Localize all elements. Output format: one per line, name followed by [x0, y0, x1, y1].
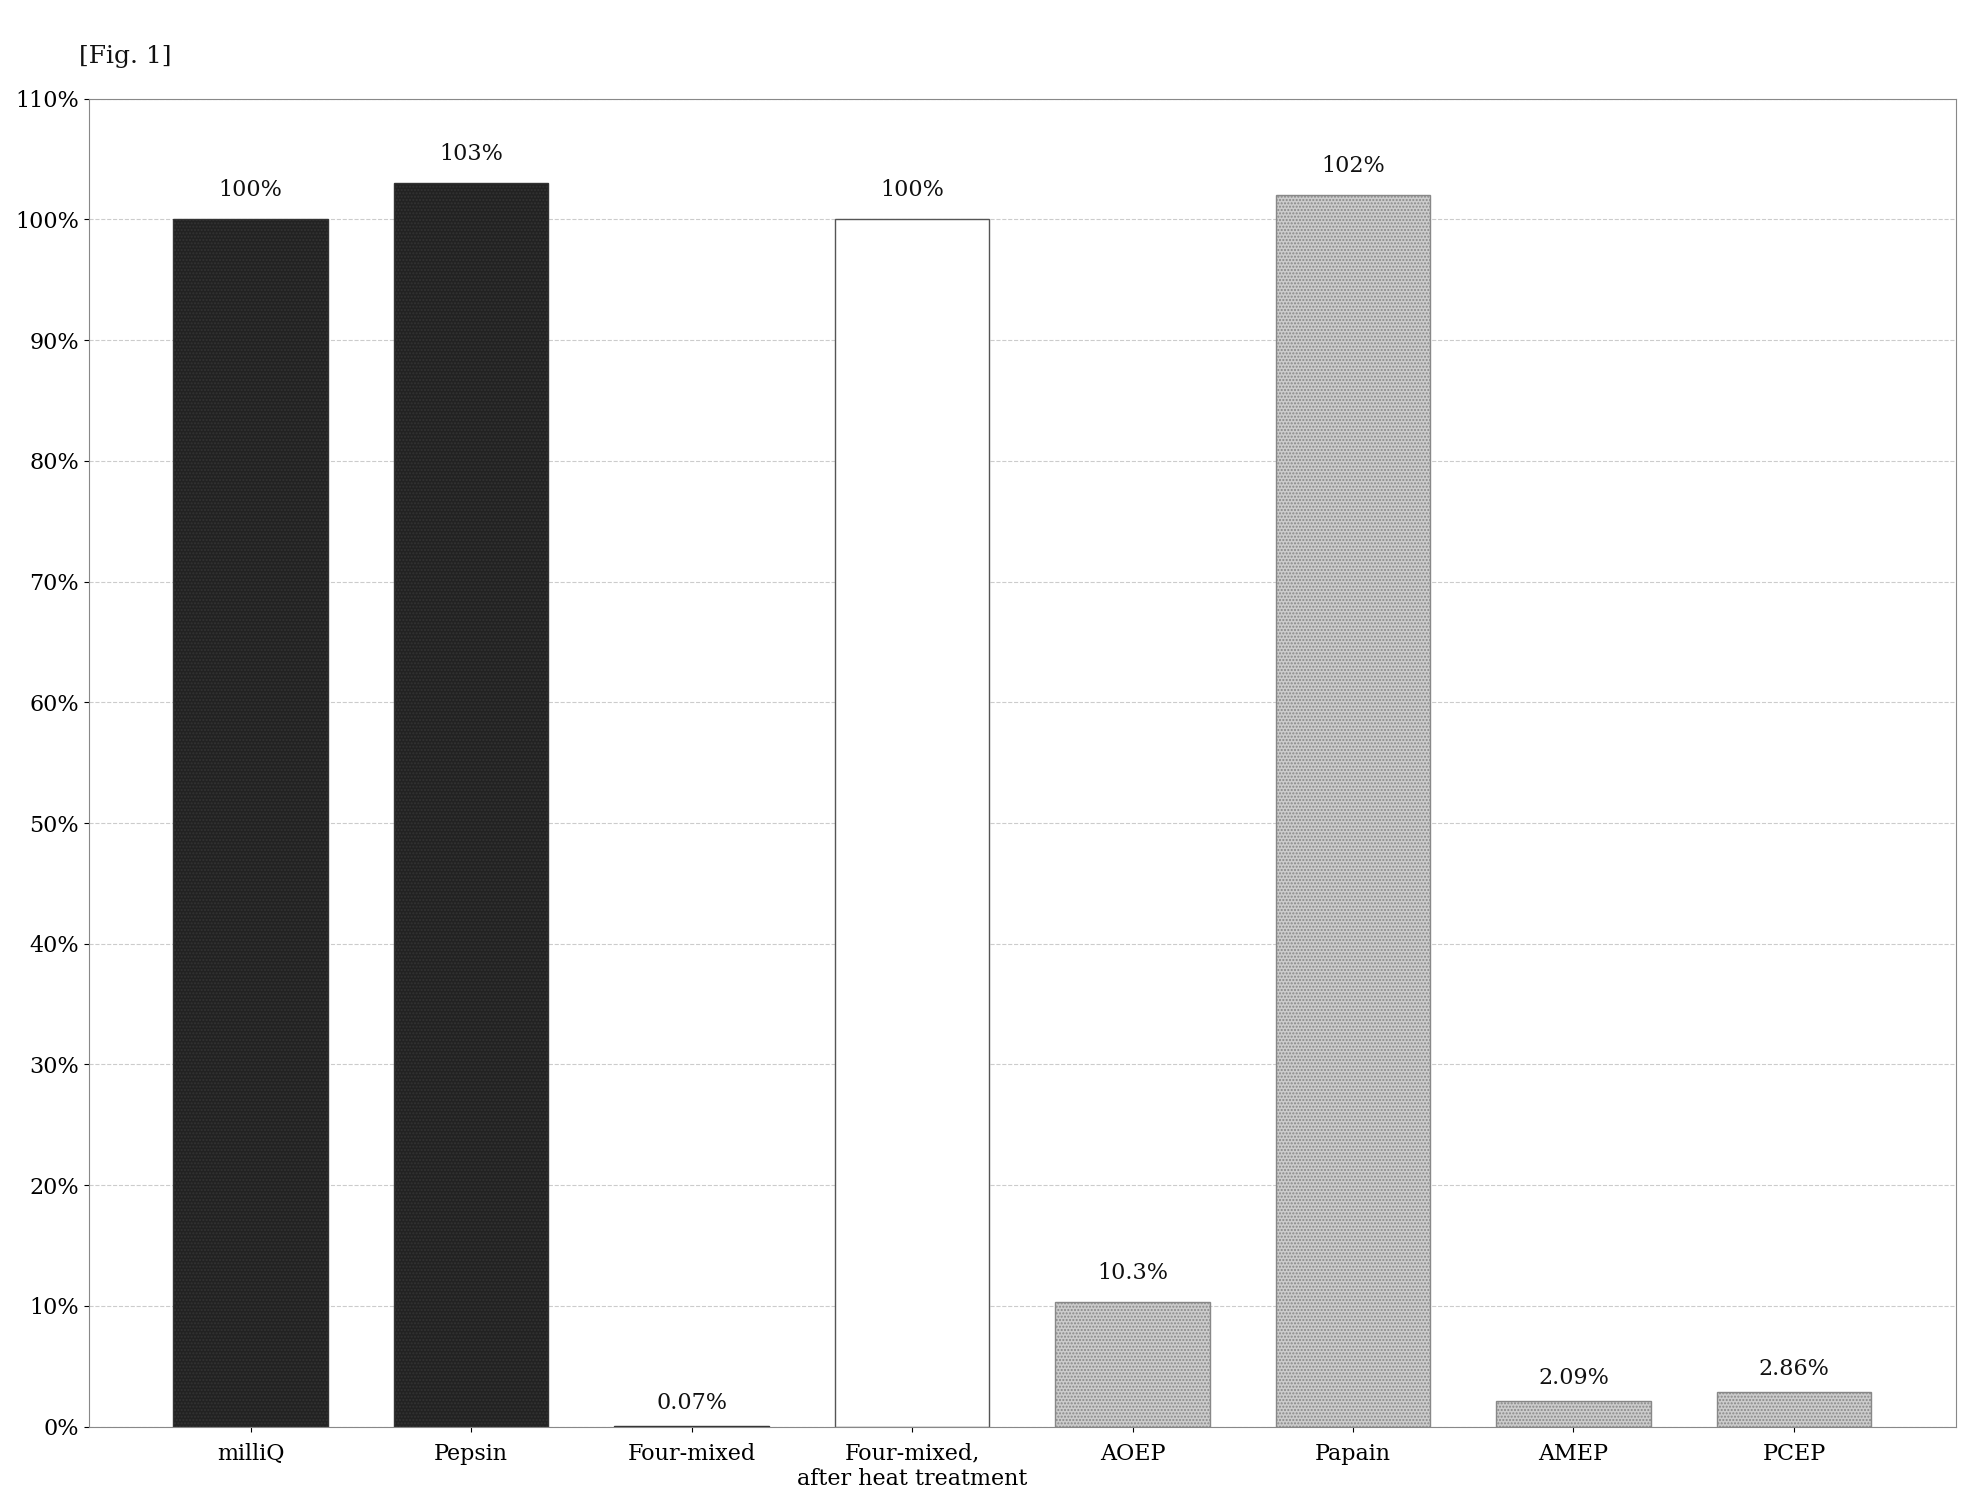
- Bar: [1275, 196, 1431, 1427]
- Bar: [1717, 1392, 1870, 1427]
- Bar: [836, 220, 989, 1427]
- Bar: [1496, 1401, 1650, 1427]
- Text: 0.07%: 0.07%: [656, 1392, 727, 1413]
- Text: 10.3%: 10.3%: [1098, 1263, 1169, 1284]
- Text: 100%: 100%: [881, 179, 944, 202]
- Text: 103%: 103%: [440, 143, 503, 166]
- Text: 2.09%: 2.09%: [1537, 1368, 1608, 1389]
- Bar: [173, 220, 327, 1427]
- Bar: [1054, 1302, 1210, 1427]
- Text: 100%: 100%: [219, 179, 282, 202]
- Bar: [394, 184, 548, 1427]
- Text: 102%: 102%: [1321, 155, 1386, 178]
- Text: [Fig. 1]: [Fig. 1]: [79, 45, 171, 68]
- Text: 2.86%: 2.86%: [1758, 1358, 1829, 1380]
